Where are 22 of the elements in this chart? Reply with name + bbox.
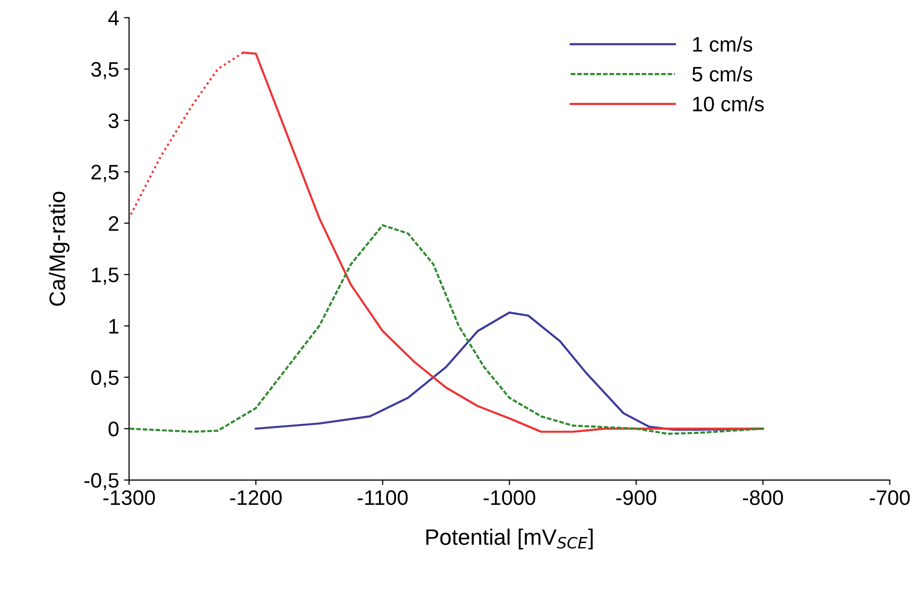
legend-label: 5 cm/s xyxy=(692,66,752,82)
legend-label: 1 cm/s xyxy=(693,36,752,52)
y-tick-label: 2 xyxy=(108,216,118,231)
x-tick-label: -800 xyxy=(743,490,783,506)
x-tick-label: -1200 xyxy=(230,490,282,506)
x-tick-label: -700 xyxy=(870,490,910,506)
y-tick-label: 4 xyxy=(108,10,119,26)
x-tick-label: -1100 xyxy=(358,490,408,506)
x-tick-label: -1300 xyxy=(103,490,155,506)
y-tick-label: 3 xyxy=(108,113,118,128)
y-tick-label: 1,5 xyxy=(92,268,118,285)
y-tick-label: 3,5 xyxy=(91,62,118,80)
y-tick-label: 2,5 xyxy=(91,164,118,182)
x-tick-label: -1000 xyxy=(484,490,536,506)
y-tick-label: -0,5 xyxy=(84,473,118,490)
y-tick-label: 0 xyxy=(108,422,119,436)
y-tick-label: 1 xyxy=(109,319,118,334)
x-axis-title: Potential [mV$_{SCE}$] xyxy=(426,528,593,550)
x-tick-label: -900 xyxy=(616,490,656,506)
legend-label: 10 cm/s xyxy=(693,96,764,112)
y-tick-label: 0,5 xyxy=(91,370,118,388)
y-axis-title: Ca/Mg-ratio xyxy=(48,192,70,306)
